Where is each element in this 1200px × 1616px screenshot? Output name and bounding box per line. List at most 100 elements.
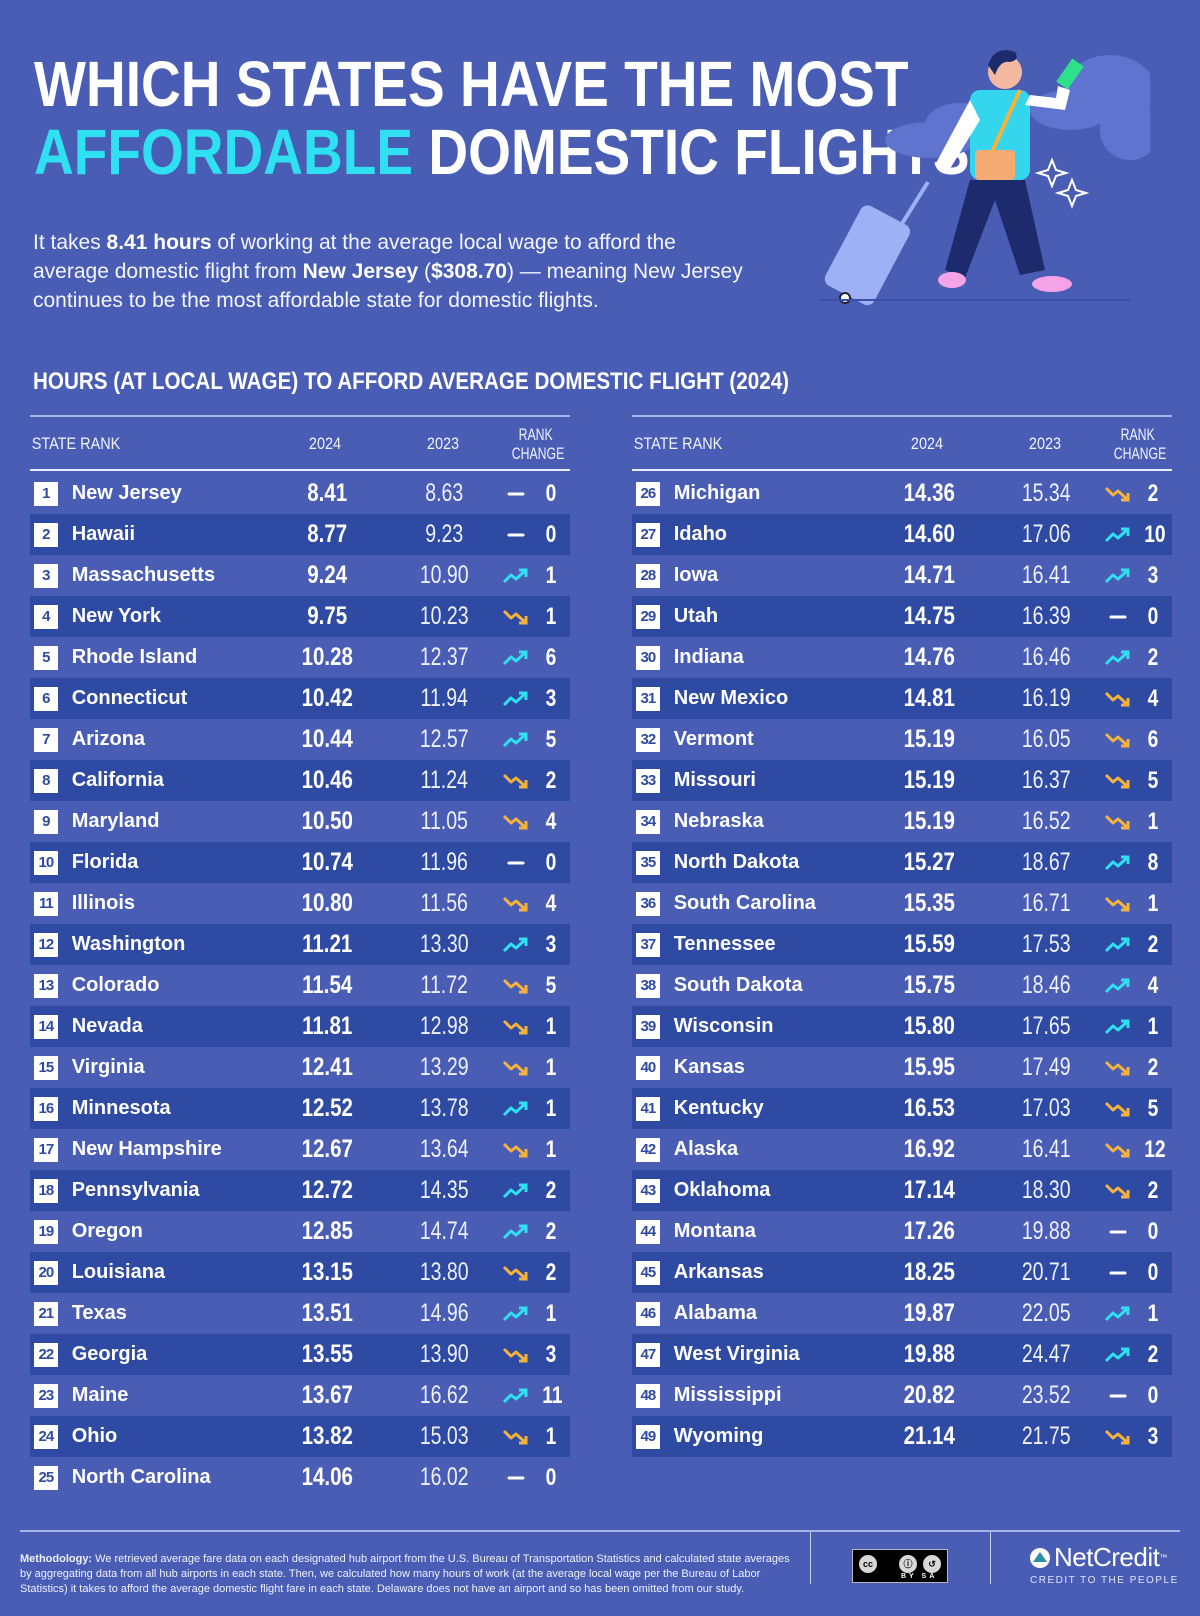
state-name: Pennsylvania bbox=[71, 1179, 200, 1201]
rank-badge: 45 bbox=[636, 1260, 660, 1285]
trend-down-icon bbox=[1104, 813, 1132, 831]
header-rank-change: RANK CHANGE bbox=[507, 425, 565, 463]
rank-badge: 16 bbox=[34, 1096, 58, 1121]
rank-badge: 15 bbox=[34, 1055, 58, 1080]
state-name: Montana bbox=[673, 1220, 756, 1242]
no-change-dash-icon bbox=[502, 1469, 530, 1487]
title-line-1: WHICH STATES HAVE THE MOST bbox=[34, 48, 909, 120]
rank-change-value: 0 bbox=[1147, 1217, 1159, 1245]
value-2024: 14.60 bbox=[903, 520, 955, 548]
table-row: 37 Tennessee 15.59 17.53 2 bbox=[632, 924, 1172, 965]
rank-badge: 18 bbox=[34, 1178, 58, 1203]
trend-up-icon bbox=[502, 731, 530, 749]
value-2023: 17.53 bbox=[1021, 930, 1071, 958]
rank-change: 1 bbox=[502, 1013, 570, 1041]
value-2023: 17.06 bbox=[1021, 520, 1071, 548]
value-2024: 14.76 bbox=[903, 643, 955, 671]
rank-badge: 20 bbox=[34, 1260, 58, 1285]
value-2023: 8.63 bbox=[424, 479, 463, 507]
trend-down-icon bbox=[502, 1018, 530, 1036]
rank-change-value: 8 bbox=[1147, 848, 1159, 876]
value-2024: 10.74 bbox=[301, 848, 353, 876]
value-2023: 16.39 bbox=[1021, 602, 1071, 630]
table-row: 4 New York 9.75 10.23 1 bbox=[30, 596, 570, 637]
value-2024: 18.25 bbox=[903, 1258, 955, 1286]
rank-change: 0 bbox=[1104, 1218, 1172, 1246]
rank-change-value: 1 bbox=[545, 1012, 557, 1040]
table-row: 48 Mississippi 20.82 23.52 0 bbox=[632, 1375, 1172, 1416]
value-2024: 15.19 bbox=[903, 807, 955, 835]
rank-change: 6 bbox=[1104, 726, 1172, 754]
ranking-table-right: STATE RANK 2024 2023 RANK CHANGE 26 Michig… bbox=[632, 415, 1172, 1457]
value-2023: 9.23 bbox=[424, 520, 463, 548]
table-row: 9 Maryland 10.50 11.05 4 bbox=[30, 801, 570, 842]
rank-change: 3 bbox=[1104, 1423, 1172, 1451]
state-name: Colorado bbox=[71, 974, 160, 996]
table-top-divider bbox=[30, 415, 570, 417]
value-2023: 13.29 bbox=[419, 1053, 469, 1081]
rank-change: 2 bbox=[1104, 1054, 1172, 1082]
rank-badge: 5 bbox=[34, 645, 58, 670]
rank-change: 3 bbox=[502, 685, 570, 713]
table-row: 30 Indiana 14.76 16.46 2 bbox=[632, 637, 1172, 678]
rank-change-value: 3 bbox=[1147, 1422, 1159, 1450]
rank-change-value: 0 bbox=[545, 848, 557, 876]
rank-change: 5 bbox=[1104, 767, 1172, 795]
rank-change-value: 1 bbox=[1147, 1012, 1159, 1040]
rank-change-value: 2 bbox=[1147, 1340, 1159, 1368]
rank-change: 0 bbox=[1104, 603, 1172, 631]
value-2023: 11.24 bbox=[420, 766, 468, 794]
table-row: 16 Minnesota 12.52 13.78 1 bbox=[30, 1088, 570, 1129]
trend-up-icon bbox=[1104, 936, 1132, 954]
rank-badge: 14 bbox=[34, 1014, 58, 1039]
rank-badge: 49 bbox=[636, 1424, 660, 1449]
trend-down-icon bbox=[502, 1346, 530, 1364]
trend-down-icon bbox=[1104, 1100, 1132, 1118]
license-labels: BY SA bbox=[901, 1573, 938, 1580]
rank-change: 2 bbox=[1104, 931, 1172, 959]
value-2024: 13.15 bbox=[301, 1258, 353, 1286]
rank-change-value: 1 bbox=[1147, 1299, 1159, 1327]
value-2024: 15.27 bbox=[903, 848, 955, 876]
trend-up-icon bbox=[1104, 1018, 1132, 1036]
rank-change: 0 bbox=[1104, 1259, 1172, 1287]
value-2023: 14.96 bbox=[419, 1299, 469, 1327]
table-row: 46 Alabama 19.87 22.05 1 bbox=[632, 1293, 1172, 1334]
footer-vertical-divider bbox=[990, 1532, 991, 1584]
value-2024: 16.53 bbox=[903, 1094, 955, 1122]
table-header: STATE RANK 2024 2023 RANK CHANGE bbox=[30, 419, 570, 471]
title-accent-word: AFFORDABLE bbox=[34, 116, 414, 188]
trend-up-icon bbox=[1104, 1346, 1132, 1364]
trend-down-icon bbox=[502, 1428, 530, 1446]
state-name: West Virginia bbox=[673, 1343, 800, 1365]
value-2023: 16.41 bbox=[1021, 1135, 1071, 1163]
sparkle-icon bbox=[1034, 157, 1090, 209]
rank-change: 4 bbox=[502, 808, 570, 836]
state-name: Vermont bbox=[673, 728, 754, 750]
table-row: 1 New Jersey 8.41 8.63 0 bbox=[30, 473, 570, 514]
state-name: New Mexico bbox=[673, 687, 789, 709]
value-2023: 24.47 bbox=[1021, 1340, 1071, 1368]
intro-highlight-price: $308.70 bbox=[431, 260, 507, 283]
state-name: Washington bbox=[71, 933, 186, 955]
rank-change: 2 bbox=[502, 1259, 570, 1287]
value-2024: 15.80 bbox=[903, 1012, 955, 1040]
intro-text: It takes bbox=[33, 231, 107, 254]
table-row: 17 New Hampshire 12.67 13.64 1 bbox=[30, 1129, 570, 1170]
rank-change: 2 bbox=[1104, 480, 1172, 508]
rank-badge: 44 bbox=[636, 1219, 660, 1244]
table-row: 23 Maine 13.67 16.62 11 bbox=[30, 1375, 570, 1416]
value-2023: 11.96 bbox=[420, 848, 468, 876]
rank-change-value: 0 bbox=[545, 479, 557, 507]
state-name: Michigan bbox=[673, 482, 761, 504]
rank-change-value: 3 bbox=[545, 1340, 557, 1368]
table-row: 20 Louisiana 13.15 13.80 2 bbox=[30, 1252, 570, 1293]
value-2023: 17.03 bbox=[1021, 1094, 1071, 1122]
rank-badge: 29 bbox=[636, 604, 660, 629]
state-name: California bbox=[71, 769, 164, 791]
rank-badge: 27 bbox=[636, 522, 660, 547]
rank-change: 12 bbox=[1104, 1136, 1172, 1164]
table-row: 22 Georgia 13.55 13.90 3 bbox=[30, 1334, 570, 1375]
rank-badge: 35 bbox=[636, 850, 660, 875]
brand-tagline: CREDIT TO THE PEOPLE bbox=[1030, 1575, 1179, 1586]
